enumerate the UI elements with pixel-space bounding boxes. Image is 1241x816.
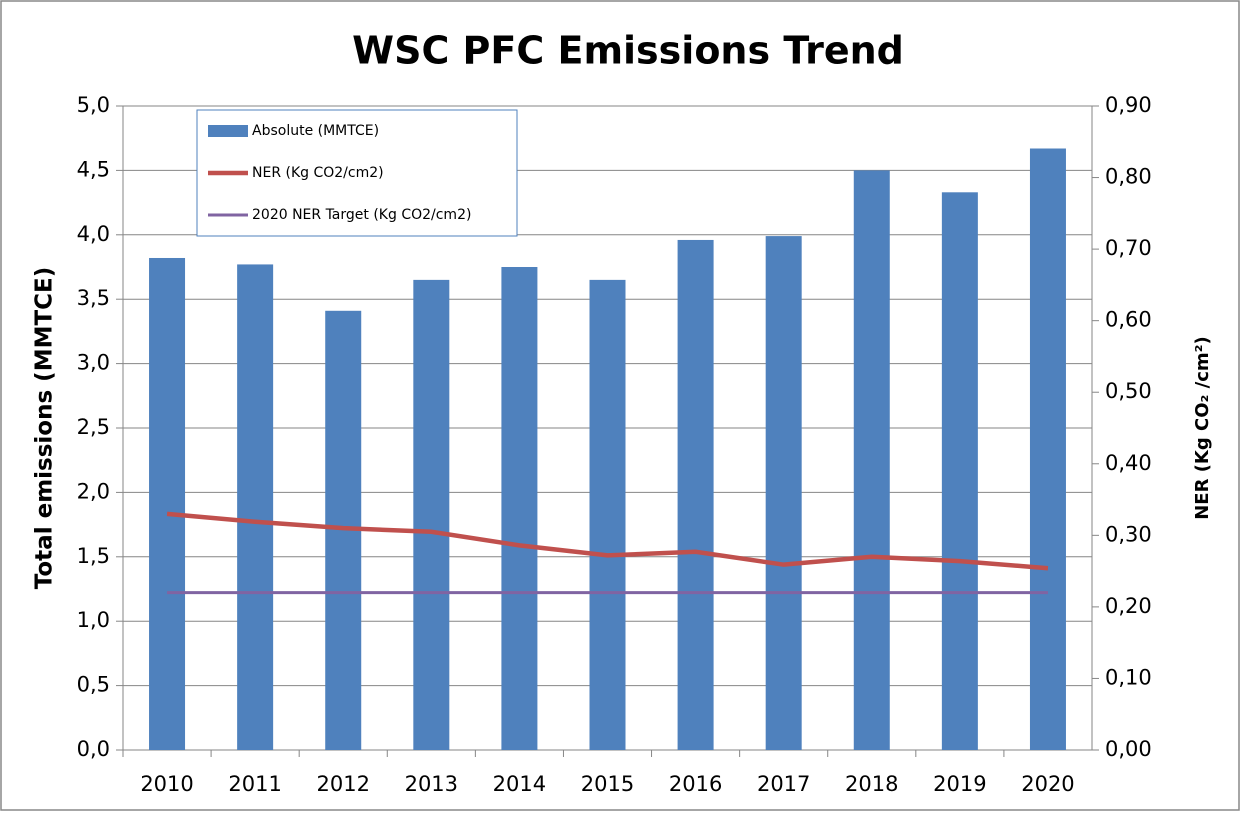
line — [166, 511, 1049, 571]
y-tick-label: 1,0 — [77, 608, 110, 632]
y-axis-label: Total emissions (MMTCE) — [32, 267, 58, 590]
bar — [677, 239, 714, 750]
y2-tick-label: 0,40 — [1105, 451, 1152, 475]
legend-box — [196, 109, 518, 237]
x-tick-label: 2013 — [405, 772, 458, 796]
bar — [765, 236, 802, 750]
bar — [501, 267, 538, 750]
y2-axis-label: NER (Kg CO₂ /cm²) — [1192, 336, 1213, 520]
x-tick-label: 2014 — [493, 772, 546, 796]
y2-tick-label: 0,70 — [1105, 236, 1152, 260]
legend-label: 2020 NER Target (Kg CO2/cm2) — [252, 207, 471, 223]
y-tick-label: 4,5 — [77, 157, 110, 181]
x-tick-label: 2018 — [845, 772, 898, 796]
x-tick-label: 2019 — [933, 772, 986, 796]
bar — [853, 170, 890, 750]
y-tick-label: 2,5 — [77, 415, 110, 439]
bar — [413, 279, 450, 750]
x-tick-label: 2017 — [757, 772, 810, 796]
y2-tick-label: 0,00 — [1105, 737, 1152, 761]
y2-tick-label: 0,80 — [1105, 165, 1152, 189]
y-tick-label: 0,0 — [77, 737, 110, 761]
y2-tick-label: 0,50 — [1105, 379, 1152, 403]
y2-tick-label: 0,20 — [1105, 594, 1152, 618]
x-tick-label: 2020 — [1021, 772, 1074, 796]
y-tick-label: 1,5 — [77, 544, 110, 568]
legend-label: Absolute (MMTCE) — [252, 123, 379, 139]
y-tick-label: 5,0 — [77, 93, 110, 117]
legend-label: NER (Kg CO2/cm2) — [252, 165, 384, 181]
y-tick-label: 4,0 — [77, 222, 110, 246]
y-tick-label: 3,5 — [77, 286, 110, 310]
x-tick-label: 2015 — [581, 772, 634, 796]
bar — [237, 264, 274, 750]
chart-title: WSC PFC Emissions Trend — [352, 29, 904, 73]
y2-tick-label: 0,30 — [1105, 522, 1152, 546]
y2-tick-label: 0,90 — [1105, 93, 1152, 117]
bar — [589, 279, 626, 750]
bar — [941, 192, 978, 750]
bar — [149, 257, 186, 750]
legend-swatch — [208, 125, 248, 137]
x-tick-label: 2010 — [140, 772, 193, 796]
y2-tick-label: 0,60 — [1105, 308, 1152, 332]
x-tick-label: 2012 — [317, 772, 370, 796]
x-tick-label: 2016 — [669, 772, 722, 796]
bar — [1029, 148, 1066, 750]
y-tick-label: 0,5 — [77, 673, 110, 697]
y-tick-label: 2,0 — [77, 479, 110, 503]
x-tick-label: 2011 — [228, 772, 281, 796]
y-tick-label: 3,0 — [77, 351, 110, 375]
y2-tick-label: 0,10 — [1105, 665, 1152, 689]
